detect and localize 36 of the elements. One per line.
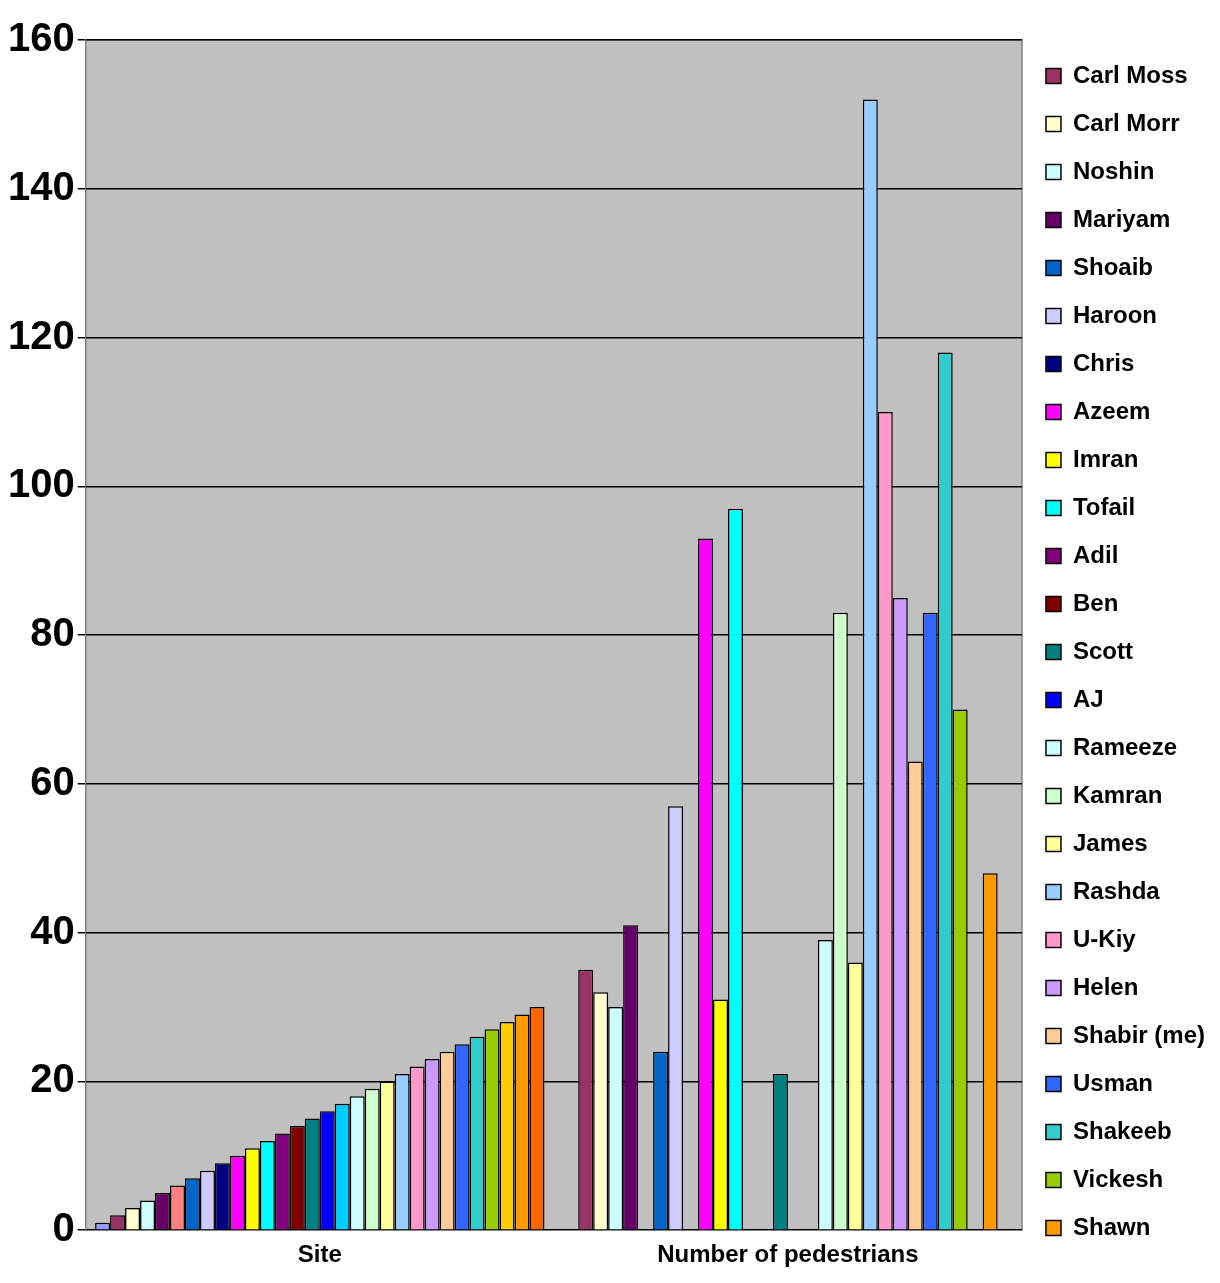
legend-label: Carl Moss — [1072, 60, 1188, 88]
legend-label: Helen — [1072, 972, 1139, 1000]
y-tick-label: 160 — [7, 15, 75, 60]
legend-label: Tofail — [1072, 492, 1136, 520]
y-tick-label: 40 — [30, 907, 75, 952]
legend-label: Shakeeb — [1072, 1116, 1172, 1144]
legend-label: Kamran — [1072, 780, 1163, 808]
legend-label: U-Kiy — [1072, 924, 1137, 952]
y-tick-label: 120 — [7, 312, 75, 357]
legend-label: Usman — [1072, 1068, 1154, 1096]
legend-label: Shabir (me) — [1072, 1020, 1206, 1048]
legend-label: AJ — [1072, 684, 1104, 712]
legend-label: Shoaib — [1072, 252, 1153, 280]
legend-label: Shawn — [1072, 1212, 1151, 1240]
legend-label: Imran — [1072, 444, 1139, 472]
y-tick-label: 20 — [30, 1056, 75, 1101]
y-tick-label: 80 — [30, 610, 75, 655]
legend-label: Chris — [1072, 348, 1135, 376]
y-tick-label: 60 — [30, 758, 75, 803]
legend-label: Adil — [1072, 540, 1119, 568]
legend-label: Noshin — [1072, 156, 1155, 184]
legend-label: Rashda — [1072, 876, 1161, 904]
legend-label: Azeem — [1072, 396, 1151, 424]
x-tick-label: Site — [297, 1240, 342, 1268]
legend-label: Mariyam — [1072, 204, 1171, 232]
y-tick-label: 140 — [7, 163, 75, 208]
legend-label: Vickesh — [1072, 1164, 1164, 1192]
y-tick-label: 100 — [7, 461, 75, 506]
legend-label: Carl Morr — [1072, 108, 1180, 136]
y-tick-label: 0 — [52, 1205, 75, 1250]
legend-label: Ben — [1072, 588, 1119, 616]
legend-label: Rameeze — [1072, 732, 1178, 760]
legend-label: Scott — [1072, 636, 1133, 664]
x-tick-label: Number of pedestrians — [657, 1240, 919, 1268]
legend-label: James — [1072, 828, 1148, 856]
legend-label: Haroon — [1072, 300, 1157, 328]
